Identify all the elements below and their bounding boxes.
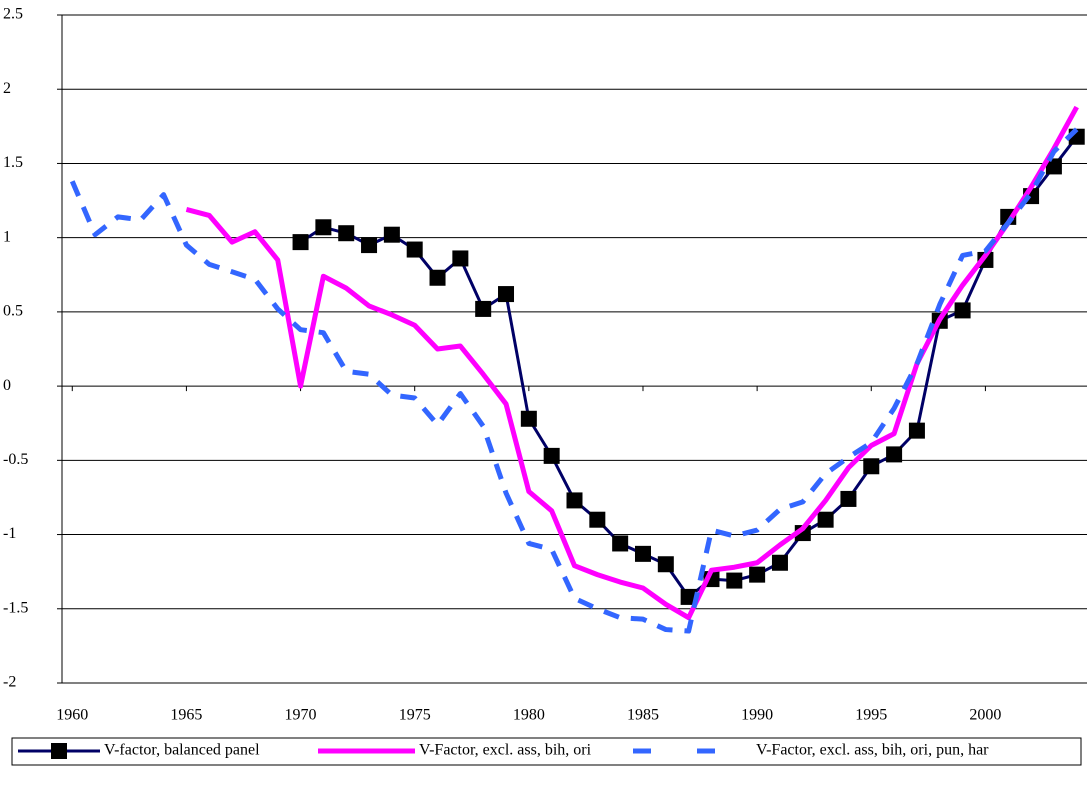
legend-marker bbox=[51, 743, 67, 759]
point-marker bbox=[1045, 158, 1062, 175]
point-marker bbox=[543, 447, 560, 464]
point-marker bbox=[520, 410, 537, 427]
point-marker bbox=[406, 241, 423, 258]
x-tick-label: 1970 bbox=[285, 707, 317, 724]
legend: V-factor, balanced panel V-Factor, excl. … bbox=[11, 737, 1082, 766]
legend-label: V-Factor, excl. ass, bih, ori bbox=[419, 742, 592, 759]
x-tick-label: 1985 bbox=[627, 707, 659, 724]
x-tick-label: 1960 bbox=[56, 707, 88, 724]
point-marker bbox=[680, 588, 697, 605]
y-tick-label: 0.5 bbox=[3, 303, 23, 320]
series-line bbox=[299, 135, 1078, 599]
point-marker bbox=[361, 237, 378, 254]
legend-label: V-Factor, excl. ass, bih, ori, pun, har bbox=[756, 742, 989, 759]
y-tick-label: -1 bbox=[3, 525, 16, 542]
point-marker bbox=[840, 490, 857, 507]
legend-label: V-factor, balanced panel bbox=[104, 742, 260, 759]
y-tick-label: -0.5 bbox=[3, 451, 28, 468]
series-line bbox=[185, 105, 1079, 621]
y-tick-label: 1 bbox=[3, 228, 11, 245]
x-tick-label: 1965 bbox=[170, 707, 202, 724]
point-marker bbox=[292, 234, 309, 251]
point-marker bbox=[475, 300, 492, 317]
point-marker bbox=[452, 250, 469, 267]
y-tick-label: 1.5 bbox=[3, 154, 23, 171]
x-tick-label: 1990 bbox=[741, 707, 773, 724]
point-marker bbox=[589, 511, 606, 528]
point-marker bbox=[749, 566, 766, 583]
y-tick-label: 2 bbox=[3, 80, 11, 97]
series-line bbox=[69, 127, 1079, 634]
point-marker bbox=[954, 302, 971, 319]
x-tick-label: 1980 bbox=[513, 707, 545, 724]
y-tick-label: -1.5 bbox=[3, 599, 28, 616]
legend-box bbox=[11, 737, 1082, 766]
point-marker bbox=[383, 226, 400, 243]
y-tick-label: 0 bbox=[3, 377, 11, 394]
point-marker bbox=[771, 554, 788, 571]
y-tick-label: 2.5 bbox=[3, 6, 23, 23]
point-marker bbox=[566, 492, 583, 509]
point-marker bbox=[634, 545, 651, 562]
point-marker bbox=[315, 219, 332, 236]
point-marker bbox=[817, 511, 834, 528]
point-marker bbox=[612, 535, 629, 552]
point-marker bbox=[338, 225, 355, 242]
point-marker bbox=[429, 269, 446, 286]
x-tick-label: 1975 bbox=[399, 707, 431, 724]
point-marker bbox=[908, 422, 925, 439]
point-marker bbox=[863, 458, 880, 475]
y-tick-label: -2 bbox=[3, 674, 16, 691]
point-marker bbox=[657, 556, 674, 573]
x-tick-label: 1995 bbox=[855, 707, 887, 724]
point-marker bbox=[498, 286, 515, 303]
x-tick-label: 2000 bbox=[969, 707, 1001, 724]
point-marker bbox=[886, 446, 903, 463]
point-marker bbox=[726, 572, 743, 589]
